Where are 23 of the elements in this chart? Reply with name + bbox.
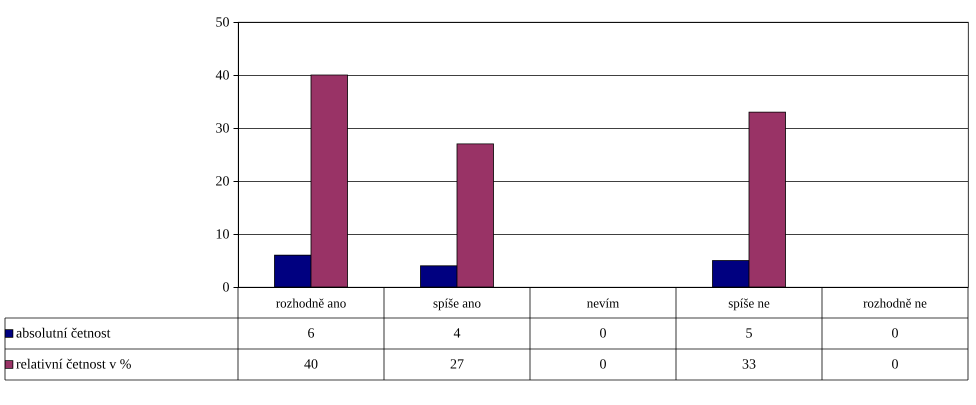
data-label: 0	[600, 358, 606, 372]
y-tick-label: 20	[216, 174, 230, 190]
y-tick-label: 30	[216, 122, 230, 136]
data-label: 27	[450, 358, 464, 372]
y-tick-label: 10	[216, 228, 230, 242]
x-tick-label: spíše ne	[728, 296, 770, 310]
data-label: 0	[600, 326, 606, 342]
y-tick-label: 40	[216, 68, 230, 84]
data-label: 40	[304, 358, 318, 372]
x-tick-label: rozhodně ne	[863, 296, 928, 310]
data-label: 6	[308, 326, 314, 342]
data-label: 4	[454, 326, 460, 342]
data-label: 0	[892, 326, 898, 342]
x-tick-label: spíše ano	[432, 296, 482, 310]
legend-label: absolutní četnost	[16, 326, 111, 342]
y-tick-label: 50	[216, 16, 230, 30]
x-tick-label: nevím	[586, 296, 620, 310]
data-label: 33	[742, 358, 756, 372]
data-label: 0	[892, 358, 898, 372]
data-label: 5	[746, 326, 752, 342]
x-tick-label: rozhodně ano	[276, 296, 346, 310]
legend-label: relativní četnost v %	[16, 358, 132, 372]
y-tick-label: 0	[222, 280, 230, 296]
